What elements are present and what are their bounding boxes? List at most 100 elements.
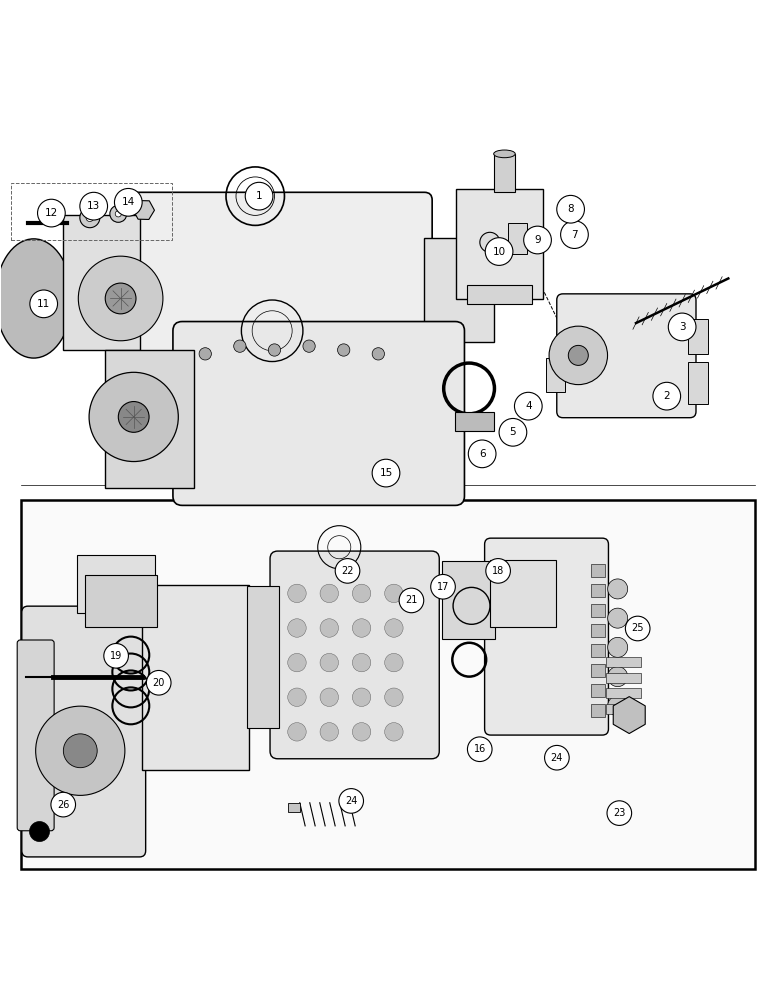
Bar [21,500,755,869]
Bar [467,285,532,304]
Circle shape [320,688,338,706]
Bar [689,319,707,354]
Circle shape [431,574,455,599]
Circle shape [114,188,142,216]
Bar [591,624,604,637]
Text: 3: 3 [679,322,686,332]
Circle shape [118,402,149,432]
Circle shape [653,382,681,410]
Bar [606,688,641,698]
Bar [606,673,641,683]
Text: 1: 1 [256,191,262,201]
Text: 5: 5 [510,427,516,437]
Circle shape [38,199,66,227]
Circle shape [499,418,527,446]
Circle shape [608,608,628,628]
Text: 16: 16 [474,744,486,754]
Bar [507,223,527,254]
Bar [493,154,515,192]
Text: 19: 19 [110,651,122,661]
Circle shape [199,348,212,360]
Ellipse shape [0,239,72,358]
Circle shape [352,653,371,672]
Text: 4: 4 [525,401,532,411]
Circle shape [51,792,76,817]
Bar [591,584,604,597]
Circle shape [320,619,338,637]
FancyBboxPatch shape [485,538,608,735]
FancyBboxPatch shape [270,551,439,759]
Circle shape [288,584,306,603]
Text: 18: 18 [492,566,504,576]
Circle shape [557,195,584,223]
Bar [606,657,641,667]
Circle shape [384,584,403,603]
FancyBboxPatch shape [22,606,146,857]
Circle shape [288,653,306,672]
Circle shape [288,619,306,637]
Bar [606,704,641,714]
Circle shape [469,440,496,468]
Text: 23: 23 [613,808,625,818]
Circle shape [105,283,136,314]
Text: 24: 24 [550,753,563,763]
Circle shape [486,238,513,265]
Bar [591,664,604,677]
FancyBboxPatch shape [77,555,154,613]
Circle shape [269,344,280,356]
Circle shape [384,688,403,706]
Text: 6: 6 [479,449,486,459]
Circle shape [608,579,628,599]
Text: 24: 24 [345,796,357,806]
Circle shape [625,616,650,641]
Circle shape [486,559,510,583]
Text: 2: 2 [663,391,670,401]
Text: 7: 7 [571,230,577,240]
Circle shape [339,789,364,813]
Bar [247,586,279,728]
FancyBboxPatch shape [442,561,495,639]
Circle shape [608,696,628,716]
Circle shape [29,822,49,842]
Circle shape [607,801,631,825]
Bar [591,564,604,577]
Bar [546,358,565,392]
Circle shape [36,706,125,795]
Text: 21: 21 [405,595,418,605]
Bar [455,412,493,431]
Circle shape [89,372,178,462]
Circle shape [30,290,58,318]
Circle shape [669,313,696,341]
Circle shape [514,392,542,420]
Circle shape [372,459,400,487]
Text: 20: 20 [153,678,165,688]
Text: 14: 14 [122,197,135,207]
Text: 9: 9 [534,235,541,245]
Circle shape [523,226,551,254]
Circle shape [544,745,569,770]
Circle shape [352,584,371,603]
Circle shape [608,667,628,687]
Text: 15: 15 [379,468,393,478]
Circle shape [288,688,306,706]
Circle shape [115,211,121,217]
FancyBboxPatch shape [173,322,465,505]
Circle shape [78,256,163,341]
Circle shape [63,734,97,768]
Text: 22: 22 [341,566,354,576]
FancyBboxPatch shape [490,560,556,627]
Circle shape [352,723,371,741]
Circle shape [245,182,273,210]
Text: 8: 8 [567,204,574,214]
Circle shape [480,232,499,252]
Bar [288,803,300,812]
Circle shape [337,344,350,356]
Circle shape [110,205,127,222]
Text: 11: 11 [37,299,50,309]
Circle shape [352,619,371,637]
Text: 12: 12 [45,208,58,218]
Circle shape [86,214,93,222]
Circle shape [80,208,100,228]
Text: 26: 26 [57,800,69,810]
Bar [63,215,140,350]
